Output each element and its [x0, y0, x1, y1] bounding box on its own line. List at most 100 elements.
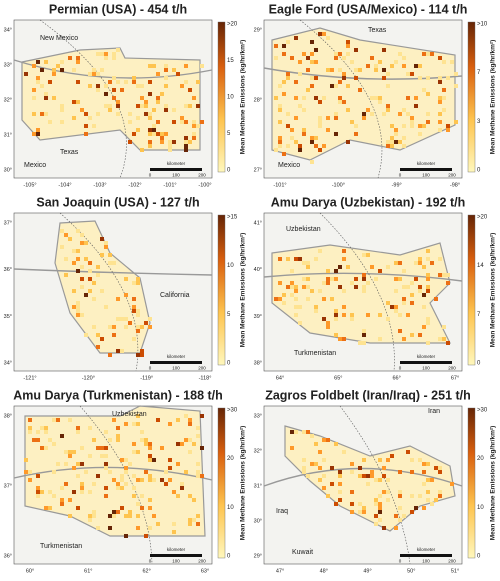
lon-tick-label: 67° — [451, 375, 459, 381]
scale-unit: kilometer — [167, 354, 186, 359]
emission-pixel — [286, 144, 290, 148]
emission-pixel — [418, 64, 422, 68]
emission-pixel — [84, 293, 88, 297]
emission-pixel — [72, 261, 76, 265]
emission-pixel — [40, 68, 44, 72]
emission-pixel — [88, 269, 92, 273]
emission-pixel — [164, 84, 168, 88]
emission-pixel — [398, 112, 402, 116]
lon-tick-label: -99° — [392, 182, 402, 188]
emission-pixel — [366, 253, 370, 257]
emission-pixel — [60, 486, 64, 490]
lon-tick-label: 66° — [393, 375, 401, 381]
emission-pixel — [302, 261, 306, 265]
emission-pixel — [298, 257, 302, 261]
emission-pixel — [84, 333, 88, 337]
emission-pixel — [298, 144, 302, 148]
emission-pixel — [128, 462, 132, 466]
emission-pixel — [306, 430, 310, 434]
emission-pixel — [410, 333, 414, 337]
colorbar-tick-label: 5 — [227, 131, 231, 137]
emission-pixel — [346, 40, 350, 44]
emission-pixel — [406, 285, 410, 289]
emission-pixel — [76, 430, 80, 434]
emission-pixel — [28, 470, 32, 474]
emission-pixel — [72, 116, 76, 120]
emission-pixel — [116, 297, 120, 301]
emission-pixel — [44, 96, 48, 100]
emission-pixel — [314, 305, 318, 309]
emission-pixel — [426, 478, 430, 482]
emission-pixel — [346, 265, 350, 269]
emission-pixel — [334, 502, 338, 506]
emission-pixel — [342, 257, 346, 261]
emission-pixel — [60, 434, 64, 438]
lon-tick-label: -101° — [163, 182, 176, 188]
emission-pixel — [306, 68, 310, 72]
emission-pixel — [28, 478, 32, 482]
emission-pixel — [32, 132, 36, 136]
emission-pixel — [96, 526, 100, 530]
emission-pixel — [164, 470, 168, 474]
emission-pixel — [338, 265, 342, 269]
emission-pixel — [378, 96, 382, 100]
emission-pixel — [56, 418, 60, 422]
emission-pixel — [128, 510, 132, 514]
panel: Amu Darya (Turkmenistan) - 188 t/h Uzbeki… — [4, 388, 247, 574]
scale-tick: 0 — [399, 173, 402, 178]
emission-pixel — [358, 510, 362, 514]
emission-pixel — [104, 52, 108, 56]
lat-tick-label: 38° — [254, 360, 262, 366]
emission-pixel — [140, 349, 144, 353]
emission-pixel — [386, 478, 390, 482]
colorbar-tick-label: 20 — [227, 456, 234, 462]
emission-pixel — [168, 148, 172, 152]
emission-pixel — [48, 506, 52, 510]
dotted-line — [299, 19, 383, 179]
emission-pixel — [418, 132, 422, 136]
emission-pixel — [418, 458, 422, 462]
emission-pixel — [326, 325, 330, 329]
emission-pixel — [402, 285, 406, 289]
emission-pixel — [100, 253, 104, 257]
emission-pixel — [430, 52, 434, 56]
emission-pixel — [338, 285, 342, 289]
emission-pixel — [366, 64, 370, 68]
emission-pixel — [354, 277, 358, 281]
scale-tick: 100 — [422, 366, 430, 371]
emission-pixel — [378, 510, 382, 514]
emission-pixel — [318, 289, 322, 293]
basin-outline — [271, 242, 451, 344]
emission-pixel — [434, 466, 438, 470]
emission-pixel — [164, 108, 168, 112]
emission-pixel — [370, 470, 374, 474]
emission-pixel — [172, 490, 176, 494]
emission-pixel — [144, 442, 148, 446]
emission-pixel — [108, 80, 112, 84]
emission-pixel — [68, 418, 72, 422]
emission-pixel — [52, 72, 56, 76]
colorbar-tick-label: 10 — [227, 505, 234, 511]
emission-pixel — [64, 273, 68, 277]
emission-pixel — [136, 313, 140, 317]
emission-pixel — [322, 96, 326, 100]
emission-pixel — [84, 112, 88, 116]
emission-pixel — [200, 120, 204, 124]
emission-pixel — [290, 269, 294, 273]
emission-pixel — [306, 474, 310, 478]
emission-pixel — [278, 120, 282, 124]
emission-pixel — [124, 293, 128, 297]
emission-pixel — [426, 341, 430, 345]
emission-pixel — [168, 478, 172, 482]
emission-pixel — [124, 325, 128, 329]
emission-pixel — [334, 277, 338, 281]
emission-pixel — [426, 498, 430, 502]
emission-pixel — [446, 124, 450, 128]
emission-pixel — [176, 462, 180, 466]
emission-pixel — [302, 277, 306, 281]
emission-pixel — [140, 84, 144, 88]
emission-pixel — [72, 68, 76, 72]
emission-pixel — [370, 265, 374, 269]
emission-pixel — [366, 281, 370, 285]
